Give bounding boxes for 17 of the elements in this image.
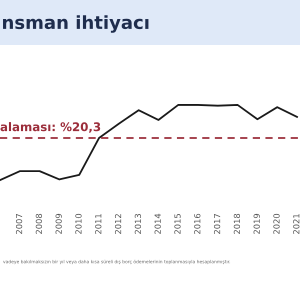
x-tick-label: 2017 (214, 214, 220, 234)
x-tick-label: 2008 (36, 214, 42, 234)
x-tick-label: 2012 (114, 214, 122, 234)
x-tick-label: 2016 (194, 214, 200, 234)
x-tick-label: 2019 (254, 214, 260, 234)
x-tick-label: 2015 (174, 214, 181, 234)
x-tick-label: 2011 (95, 214, 102, 234)
chart-title: nsman ihtiyacı (3, 15, 148, 33)
x-tick-label: 2010 (75, 214, 82, 234)
x-tick-label: 2013 (134, 214, 142, 234)
x-tick-label: 2021 (293, 214, 300, 234)
x-tick-label: 2018 (234, 214, 240, 234)
x-tick-label: 2020 (273, 214, 280, 234)
x-tick-label: 2007 (16, 214, 22, 234)
x-tick-label: 2009 (56, 214, 62, 234)
x-tick-label: 2014 (154, 214, 161, 234)
ref-line-label: alaması: %20,3 (0, 122, 100, 133)
